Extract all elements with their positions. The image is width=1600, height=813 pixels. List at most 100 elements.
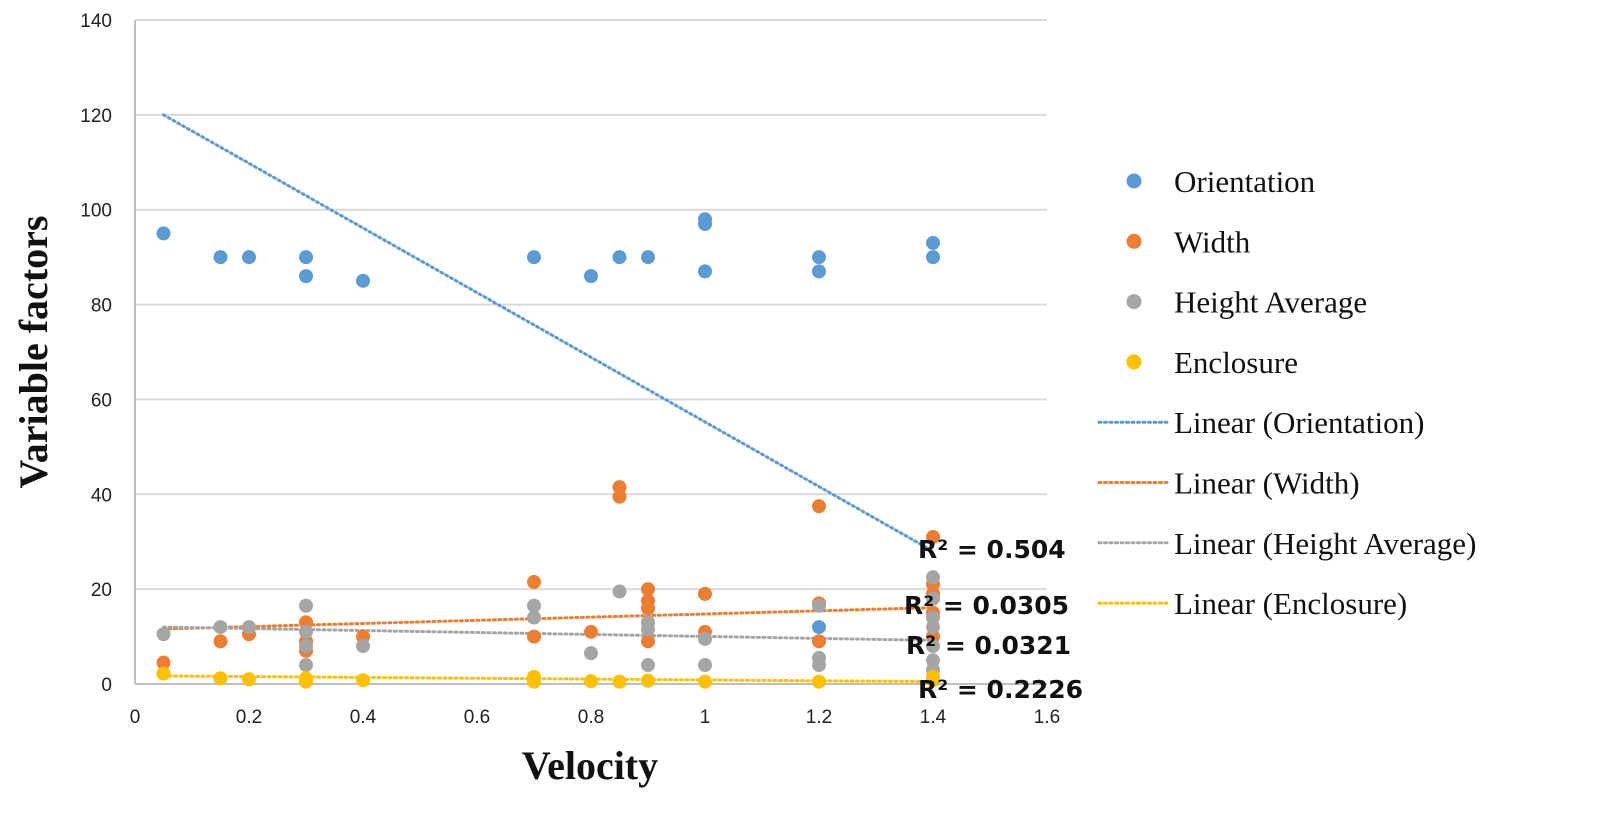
y-tick-label: 80 — [91, 296, 112, 317]
trendline-height-average — [162, 625, 935, 642]
point-orientation — [641, 250, 655, 265]
point-width — [527, 629, 541, 644]
x-tick-label: 1 — [700, 707, 711, 728]
point-height-average — [926, 570, 940, 585]
legend-label: Linear (Enclosure) — [1174, 586, 1407, 621]
trendline-orientation — [162, 113, 935, 553]
legend-marker — [1126, 294, 1142, 310]
point-enclosure — [356, 673, 370, 688]
point-height-average — [299, 598, 313, 613]
point-height-average — [698, 631, 712, 646]
point-width — [812, 499, 826, 514]
point-width — [156, 655, 171, 670]
y-tick-label: 60 — [91, 390, 112, 411]
point-width — [641, 634, 655, 649]
data-points — [156, 212, 940, 689]
point-orientation — [612, 250, 627, 265]
axes: 0 20 40 60 80 100 120 140 0 0.2 0.4 0.6 0.8 1 1.2 1.4 1.… — [80, 11, 1060, 728]
point-height-average — [527, 598, 541, 613]
point-height-average — [156, 627, 171, 642]
point-width — [213, 634, 228, 649]
point-orientation — [926, 235, 940, 250]
point-width — [641, 601, 655, 616]
point-enclosure — [156, 666, 171, 681]
x-tick-label: 0.2 — [236, 707, 262, 728]
x-tick-label: 0.4 — [350, 707, 377, 728]
y-tick-label: 40 — [91, 485, 112, 506]
point-orientation — [812, 620, 826, 635]
x-tick-label: 1.2 — [806, 707, 832, 728]
y-tick-label: 120 — [80, 106, 112, 127]
point-enclosure — [299, 674, 313, 689]
point-orientation — [698, 264, 712, 279]
legend-label: Enclosure — [1174, 345, 1298, 380]
legend-marker — [1126, 354, 1142, 370]
point-height-average — [926, 620, 940, 635]
point-height-average — [299, 658, 313, 673]
legend: Orientation Width Height Average Enclosure L… — [1097, 164, 1476, 621]
point-orientation — [812, 264, 826, 279]
point-enclosure — [926, 673, 940, 688]
trendline-enclosure — [162, 674, 935, 684]
y-axis-title: Variable factors — [11, 216, 56, 489]
point-height-average — [213, 620, 228, 635]
r-squared-label: R² = 0.0305 — [904, 591, 1069, 620]
x-tick-label: 0 — [130, 707, 141, 728]
point-enclosure — [242, 672, 256, 687]
legend-marker — [1126, 173, 1142, 189]
point-height-average — [812, 598, 826, 613]
x-tick-label: 0.8 — [578, 707, 604, 728]
point-orientation — [812, 250, 826, 265]
point-orientation — [299, 269, 313, 284]
point-height-average — [612, 584, 627, 599]
legend-label: Linear (Orientation) — [1174, 405, 1424, 440]
point-orientation — [299, 250, 313, 265]
point-enclosure — [213, 671, 228, 686]
legend-marker — [1126, 233, 1142, 249]
point-width — [527, 575, 541, 590]
y-tick-label: 140 — [80, 11, 112, 32]
r-squared-label: R² = 0.504 — [918, 535, 1066, 564]
point-enclosure — [698, 674, 712, 689]
point-height-average — [527, 610, 541, 625]
point-height-average — [356, 639, 370, 654]
point-width — [698, 586, 712, 601]
r-squared-label: R² = 0.0321 — [906, 631, 1071, 660]
legend-label: Linear (Height Average) — [1174, 526, 1476, 561]
y-tick-label: 20 — [91, 580, 112, 601]
point-enclosure — [812, 674, 826, 689]
r-squared-labels: R² = 0.504 R² = 0.0305 R² = 0.0321 R² = 0.2… — [904, 535, 1083, 704]
point-height-average — [299, 639, 313, 654]
point-height-average — [926, 591, 940, 606]
point-orientation — [242, 250, 256, 265]
point-width — [641, 582, 655, 597]
point-height-average — [641, 658, 655, 673]
x-tick-label: 0.6 — [464, 707, 490, 728]
gridlines — [135, 19, 1047, 591]
trendline-width — [162, 606, 935, 631]
point-enclosure — [584, 674, 598, 689]
point-width — [812, 634, 826, 649]
legend-label: Height Average — [1174, 285, 1367, 320]
point-height-average — [926, 639, 940, 654]
point-height-average — [698, 658, 712, 673]
point-enclosure — [641, 673, 655, 688]
point-orientation — [584, 269, 598, 284]
point-enclosure — [527, 674, 541, 689]
point-height-average — [299, 624, 313, 639]
x-tick-label: 1.6 — [1034, 707, 1060, 728]
point-height-average — [242, 620, 256, 635]
point-orientation — [698, 216, 712, 231]
trendlines — [162, 113, 935, 684]
point-orientation — [213, 250, 228, 265]
legend-label: Linear (Width) — [1174, 466, 1360, 501]
point-width — [926, 529, 940, 544]
point-height-average — [641, 622, 655, 637]
point-height-average — [584, 646, 598, 661]
point-orientation — [527, 250, 541, 265]
y-tick-label: 100 — [80, 201, 112, 222]
point-height-average — [812, 658, 826, 673]
r-squared-label: R² = 0.2226 — [918, 675, 1083, 704]
